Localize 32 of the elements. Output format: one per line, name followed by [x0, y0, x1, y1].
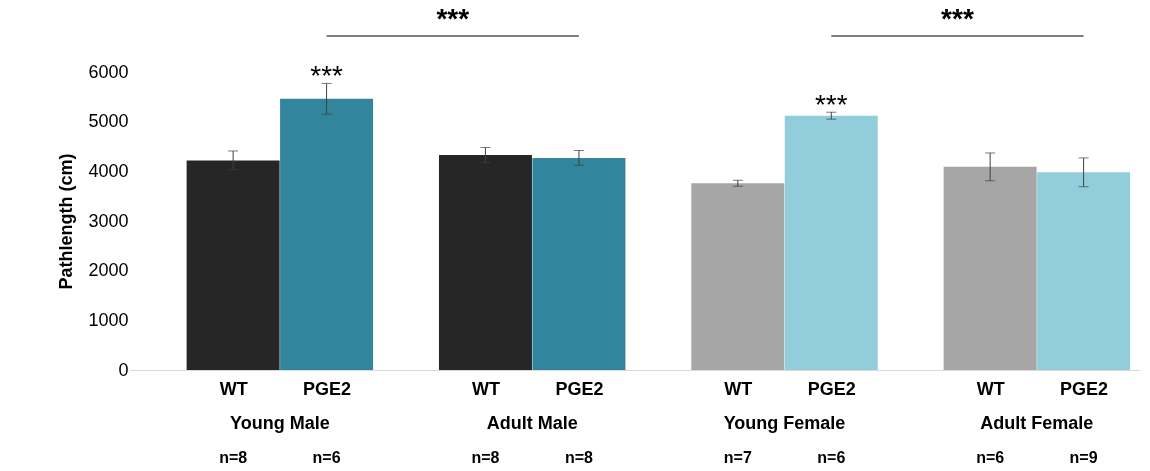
- y-tick-label: 3000: [88, 210, 129, 231]
- y-tick-label: 6000: [88, 61, 129, 82]
- text: n=6: [312, 449, 341, 466]
- y-tick-label: 2000: [88, 260, 129, 281]
- annotation: ***: [310, 60, 344, 92]
- text: Young Female: [723, 413, 846, 433]
- text: Adult Female: [980, 413, 1094, 433]
- y-tick-label: 5000: [88, 111, 129, 132]
- annotation: ***: [814, 89, 848, 121]
- text: n=8: [471, 449, 500, 466]
- text: n=8: [219, 449, 248, 466]
- y-tick-label: 4000: [88, 160, 129, 181]
- text: n=6: [976, 449, 1005, 466]
- y-tick-label: 0: [118, 359, 129, 380]
- x-tick-label: PGE2: [807, 378, 856, 399]
- text: ***: [436, 3, 470, 34]
- x-tick-label: PGE2: [1060, 378, 1109, 399]
- x-tick-label: PGE2: [303, 378, 352, 399]
- y-axis-title: Pathlength (cm): [56, 153, 77, 290]
- text: n=9: [1069, 449, 1098, 466]
- text: ***: [941, 3, 974, 34]
- text: Young Male: [230, 413, 330, 433]
- text: n=8: [564, 449, 594, 466]
- x-tick-label: WT: [471, 378, 500, 399]
- x-tick-label: WT: [724, 378, 753, 399]
- text: Adult Male: [486, 413, 578, 433]
- text: n=7: [723, 449, 752, 466]
- x-tick-label: WT: [219, 378, 248, 399]
- x-tick-label: PGE2: [555, 378, 604, 399]
- y-tick-label: 1000: [88, 309, 129, 330]
- x-tick-label: WT: [976, 378, 1005, 399]
- text: n=6: [817, 449, 846, 466]
